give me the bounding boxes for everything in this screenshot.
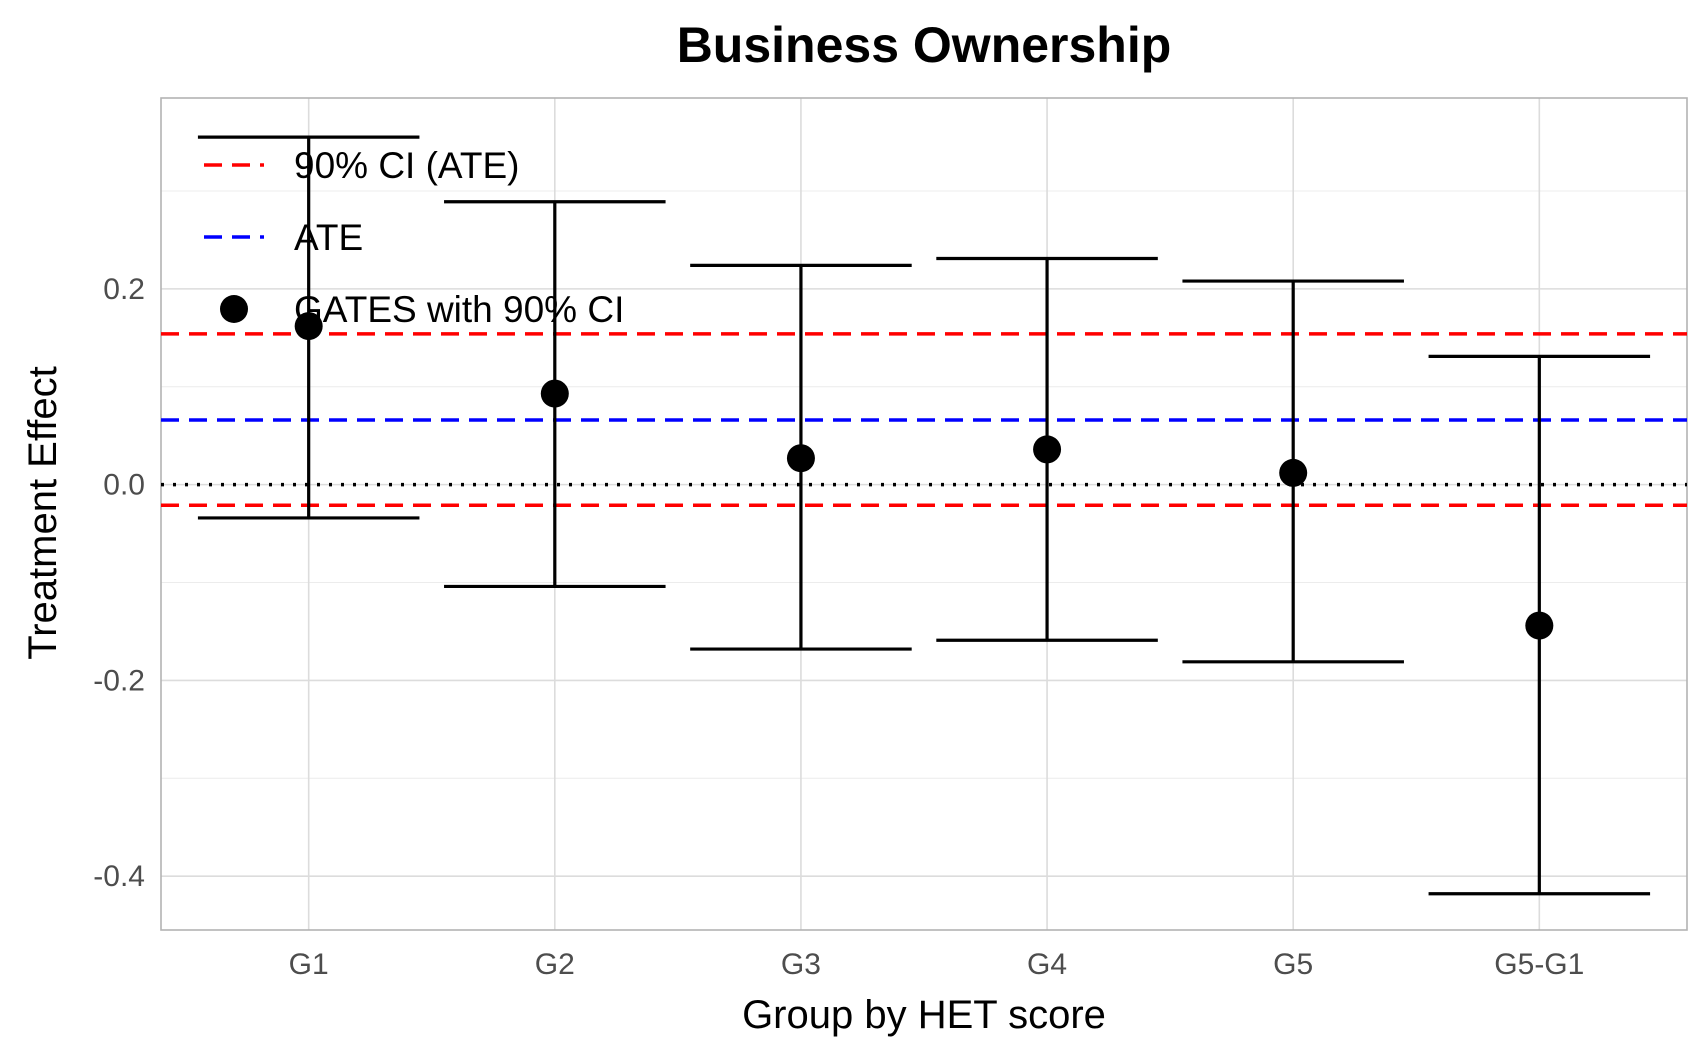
y-tick-label: -0.2: [93, 664, 145, 697]
gates-errorbar: [1182, 279, 1404, 664]
gates-errorbar: [444, 200, 666, 589]
legend-key-point: [220, 295, 248, 323]
x-tick-label: G1: [289, 948, 329, 981]
chart-title: Business Ownership: [677, 17, 1172, 73]
legend-item: 90% CI (ATE): [204, 145, 519, 186]
x-tick-label: G2: [535, 948, 575, 981]
legend-item: GATES with 90% CI: [220, 289, 624, 330]
gates-errorbar: [197, 135, 420, 520]
x-tick-label: G5: [1273, 948, 1313, 981]
y-tick-label: 0.2: [103, 273, 145, 306]
x-axis-title: Group by HET score: [742, 993, 1106, 1037]
gates-errorbar: [936, 256, 1158, 642]
y-tick-label: -0.4: [93, 860, 145, 893]
gates-point: [1033, 435, 1062, 464]
panel-border: [160, 97, 1688, 931]
legend-item: ATE: [204, 217, 363, 258]
legend-label: ATE: [294, 217, 363, 258]
x-tick-label: G4: [1027, 948, 1067, 981]
x-tick-label: G5-G1: [1494, 948, 1584, 981]
gates-errorbar: [1428, 354, 1651, 896]
y-tick-label: 0.0: [103, 469, 145, 502]
gates-point: [540, 379, 569, 408]
legend-label: 90% CI (ATE): [294, 145, 519, 186]
gates-errorbar: [690, 263, 912, 651]
gates-point: [294, 312, 323, 341]
legend-label: GATES with 90% CI: [294, 289, 624, 330]
plot-panel: -0.4 -0.2 0.0 0.2 G1 G2 G3 G4 G5 G5-G1: [93, 97, 1688, 981]
gates-point: [786, 444, 815, 473]
gates-point: [1525, 611, 1554, 640]
x-tick-label: G3: [781, 948, 821, 981]
gates-point: [1279, 458, 1308, 487]
y-axis-title: Treatment Effect: [21, 366, 65, 659]
legend: 90% CI (ATE) ATE GATES with 90% CI: [204, 145, 624, 330]
